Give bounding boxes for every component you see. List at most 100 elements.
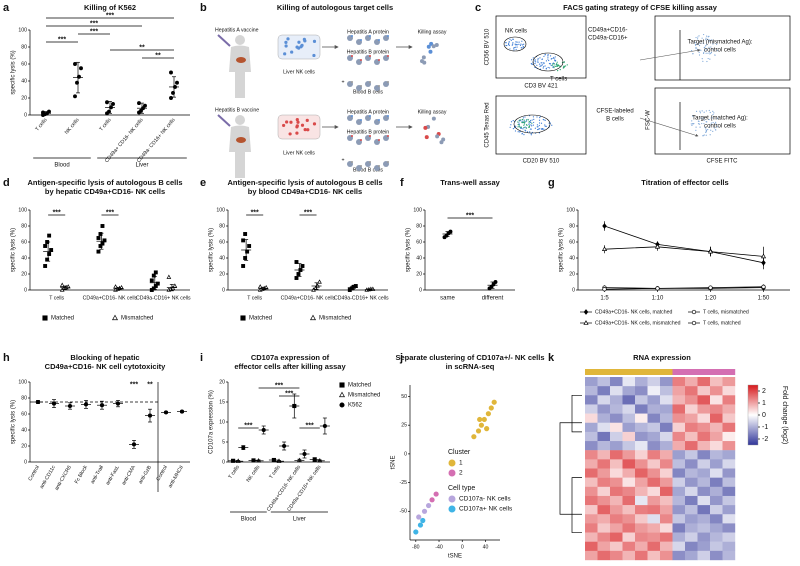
significance-label: *** — [306, 422, 314, 429]
x-tick-label: T cells — [268, 464, 282, 480]
flow-event — [709, 53, 711, 55]
x-tick-label: T cells — [34, 117, 48, 133]
flow-event — [515, 41, 517, 43]
data-point — [761, 284, 766, 289]
flow-event — [557, 70, 559, 72]
flow-event — [527, 119, 529, 121]
heatmap-cell — [635, 486, 648, 497]
flow-event — [544, 125, 546, 127]
flow-event — [542, 67, 544, 69]
heatmap-cell — [647, 377, 661, 387]
heatmap-cell — [685, 477, 698, 487]
colorbar-tick-label: -2 — [762, 436, 768, 443]
y-tick-label: 100 — [18, 207, 27, 213]
heatmap-cell — [622, 459, 636, 469]
x-tick-label: same — [440, 296, 455, 302]
panel-title: CD49a+CD16- NK cell cytotoxicity — [45, 362, 166, 371]
flow-event — [523, 119, 526, 121]
y-tick-label: 40 — [569, 255, 575, 261]
legend-swatch — [583, 320, 589, 325]
data-point — [243, 256, 248, 260]
data-point — [485, 411, 491, 417]
heatmap-cell — [722, 404, 736, 414]
flow-event — [557, 64, 560, 66]
heatmap-cell — [610, 441, 623, 451]
y-axis-label: specific lysis (%) — [11, 50, 17, 94]
y-tick-label: 0 — [222, 459, 225, 465]
heatmap-cell — [585, 377, 598, 387]
flow-event — [552, 66, 554, 68]
y-tick-label: 100 — [216, 207, 225, 213]
data-point — [98, 244, 103, 248]
heatmap-cell — [622, 431, 636, 442]
person-head — [235, 115, 245, 125]
flow-event — [556, 65, 559, 67]
data-point — [241, 264, 246, 268]
heatmap-cell — [660, 495, 673, 506]
y-tick-label: 40 — [219, 255, 225, 261]
flow-event — [530, 63, 532, 65]
data-point — [47, 233, 52, 238]
flow-event — [537, 60, 539, 62]
flow-event — [692, 115, 694, 117]
legend-label: T cells, mismatched — [703, 309, 749, 315]
legend-swatch — [42, 315, 48, 321]
flow-event — [705, 128, 707, 130]
heatmap-cell — [597, 477, 611, 487]
flow-event — [706, 35, 708, 37]
flow-event — [705, 134, 707, 136]
y-tick-label: 0 — [24, 287, 27, 293]
flow-event — [540, 62, 542, 64]
y-tick-label: 100 — [18, 27, 27, 33]
flow-event — [518, 41, 520, 43]
flow-event — [547, 53, 549, 56]
flow-event — [707, 57, 709, 60]
data-point — [73, 94, 77, 99]
legend-label: K562 — [348, 403, 363, 409]
heatmap-cell — [635, 495, 648, 506]
flow-event — [542, 128, 544, 130]
assay-cell — [423, 125, 428, 130]
flow-event — [532, 63, 534, 65]
heatmap-cell — [685, 431, 698, 442]
heatmap-cell — [635, 505, 648, 515]
heatmap-cell — [635, 477, 648, 487]
flow-event — [703, 33, 705, 36]
significance-label: *** — [90, 28, 98, 35]
significance-label: *** — [466, 212, 474, 219]
column-annotation — [722, 369, 736, 375]
nk-cell — [290, 50, 294, 54]
heatmap-cell — [672, 422, 686, 433]
heatmap-cell — [710, 386, 723, 396]
heatmap-cell — [710, 477, 723, 487]
heatmap-cell — [660, 413, 673, 423]
y-tick-label: 80 — [21, 223, 27, 229]
flow-event — [699, 126, 701, 128]
flow-event — [517, 126, 519, 128]
y-tick-label: 0 — [222, 287, 225, 293]
flow-event — [702, 116, 704, 119]
data-point — [59, 282, 65, 287]
flow-event — [712, 43, 714, 45]
panel-title: Blocking of hepatic — [70, 353, 139, 362]
flow-event — [563, 61, 565, 64]
assay-cell — [429, 41, 434, 46]
y-axis-label: tSNE — [391, 455, 397, 469]
flow-event — [706, 60, 708, 63]
significance-label: *** — [58, 36, 66, 43]
heatmap-cell — [622, 550, 636, 561]
diagram-text: Hepatitis A vaccine — [215, 27, 259, 33]
diagram-text: T cells — [550, 77, 567, 83]
flow-event — [701, 122, 703, 125]
antigen — [369, 161, 371, 163]
x-tick-label: NK cells — [64, 117, 81, 136]
heatmap-cell — [585, 550, 598, 561]
heatmap-cell — [585, 541, 598, 552]
flow-event — [539, 57, 541, 59]
flow-event — [523, 126, 525, 129]
heatmap-cell — [685, 468, 698, 478]
heatmap-cell — [660, 431, 673, 442]
heatmap-cell — [635, 441, 648, 451]
y-tick-label: -50 — [400, 509, 408, 515]
